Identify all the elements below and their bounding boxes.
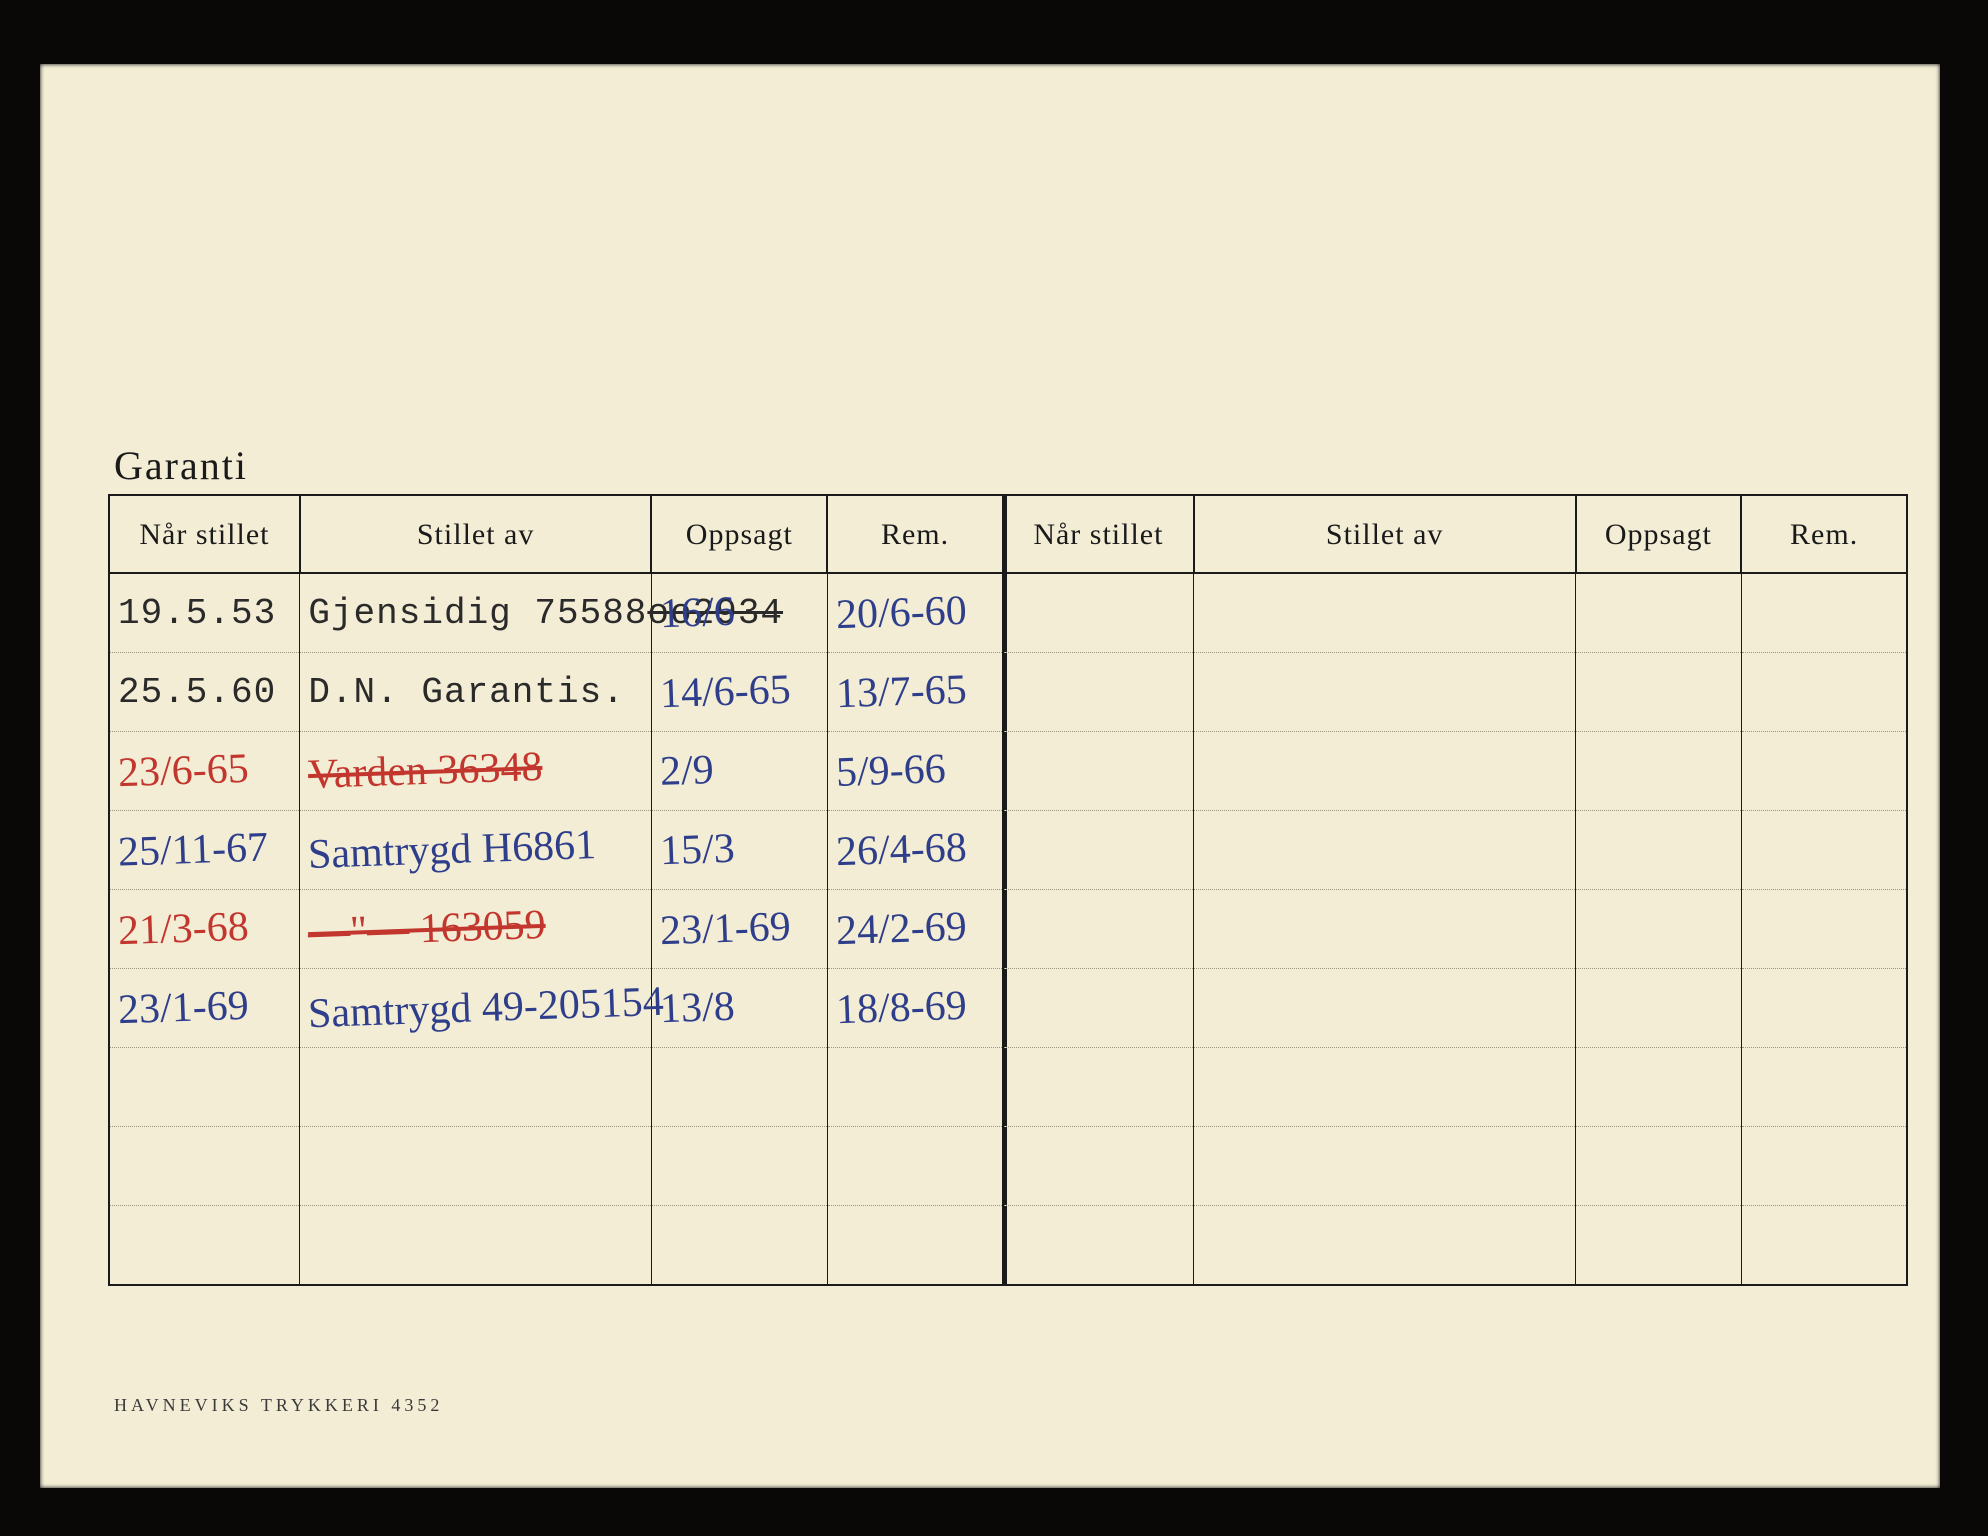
ledger-cell: 16/6 [651, 573, 827, 653]
ledger-body: 19.5.53Gjensidig 75588oo293416/620/6-602… [109, 573, 1907, 1285]
ledger-cell [1003, 890, 1194, 969]
ledger-cell [1003, 1206, 1194, 1286]
ledger-cell: 23/1-69 [109, 969, 300, 1048]
ledger-cell: 13/7-65 [827, 653, 1003, 732]
ledger-cell [300, 1127, 652, 1206]
ledger-cell [827, 1048, 1003, 1127]
ledger-cell [1194, 1206, 1576, 1286]
ledger-cell [1741, 1048, 1907, 1127]
ledger-cell [651, 1127, 827, 1206]
col-header-nar2: Når stillet [1003, 495, 1194, 573]
ledger-cell [1741, 1127, 1907, 1206]
ledger-cell: 5/9-66 [827, 732, 1003, 811]
ledger-cell: 19.5.53 [109, 573, 300, 653]
ledger-cell [1576, 1206, 1742, 1286]
table-row: 19.5.53Gjensidig 75588oo293416/620/6-60 [109, 573, 1907, 653]
ledger-cell: Varden 36348 [300, 732, 652, 811]
ledger-cell [827, 1127, 1003, 1206]
col-header-opp2: Oppsagt [1576, 495, 1742, 573]
ledger-cell: 21/3-68 [109, 890, 300, 969]
ledger-cell: 25.5.60 [109, 653, 300, 732]
ledger-cell: Samtrygd 49-205154 [300, 969, 652, 1048]
ledger-cell: Samtrygd H6861 [300, 811, 652, 890]
ledger-cell [300, 1048, 652, 1127]
ledger-cell: 20/6-60 [827, 573, 1003, 653]
ledger-cell [651, 1206, 827, 1286]
ledger-cell [1003, 653, 1194, 732]
ledger-cell [1576, 573, 1742, 653]
col-header-av2: Stillet av [1194, 495, 1576, 573]
ledger-cell: 24/2-69 [827, 890, 1003, 969]
table-row [109, 1127, 1907, 1206]
ledger-cell: 2/9 [651, 732, 827, 811]
col-header-rem2: Rem. [1741, 495, 1907, 573]
table-row [109, 1206, 1907, 1286]
ledger-cell [300, 1206, 652, 1286]
ledger-cell [1741, 653, 1907, 732]
ledger-cell [1194, 890, 1576, 969]
ledger-cell [1003, 811, 1194, 890]
ledger-cell [1194, 653, 1576, 732]
ledger-cell [109, 1127, 300, 1206]
ledger-cell: 23/1-69 [651, 890, 827, 969]
ledger-cell [1003, 1127, 1194, 1206]
table-row: 23/1-69Samtrygd 49-20515413/818/8-69 [109, 969, 1907, 1048]
ledger-cell [1194, 969, 1576, 1048]
ledger-card: Garanti Når stilletStillet avOppsagtRem.… [40, 64, 1940, 1488]
ledger-cell [1003, 573, 1194, 653]
ledger-cell [1576, 811, 1742, 890]
ledger-table-wrap: Når stilletStillet avOppsagtRem.Når stil… [108, 494, 1908, 1286]
ledger-cell [1576, 653, 1742, 732]
ledger-cell: 13/8 [651, 969, 827, 1048]
ledger-cell [1741, 1206, 1907, 1286]
ledger-cell [1194, 1127, 1576, 1206]
ledger-cell [651, 1048, 827, 1127]
ledger-table: Når stilletStillet avOppsagtRem.Når stil… [108, 494, 1908, 1286]
col-header-rem1: Rem. [827, 495, 1003, 573]
section-title: Garanti [114, 442, 248, 489]
ledger-cell [1194, 732, 1576, 811]
ledger-cell [1741, 573, 1907, 653]
ledger-cell: 26/4-68 [827, 811, 1003, 890]
col-header-nar1: Når stillet [109, 495, 300, 573]
table-row: 21/3-68—"— 16305923/1-6924/2-69 [109, 890, 1907, 969]
printer-footer: HAVNEVIKS TRYKKERI 4352 [114, 1395, 443, 1416]
ledger-cell: 25/11-67 [109, 811, 300, 890]
ledger-cell [1194, 1048, 1576, 1127]
ledger-cell [1741, 732, 1907, 811]
ledger-cell [827, 1206, 1003, 1286]
ledger-cell [1194, 811, 1576, 890]
ledger-cell [1003, 732, 1194, 811]
ledger-cell [1741, 969, 1907, 1048]
ledger-cell: 14/6-65 [651, 653, 827, 732]
ledger-cell [1741, 890, 1907, 969]
ledger-cell [109, 1048, 300, 1127]
ledger-cell: —"— 163059 [300, 890, 652, 969]
col-header-av1: Stillet av [300, 495, 652, 573]
table-row: 23/6-65Varden 363482/95/9-66 [109, 732, 1907, 811]
ledger-cell [1194, 573, 1576, 653]
ledger-cell [1576, 1127, 1742, 1206]
table-row [109, 1048, 1907, 1127]
ledger-cell [1576, 1048, 1742, 1127]
ledger-cell [1003, 1048, 1194, 1127]
table-row: 25/11-67Samtrygd H686115/326/4-68 [109, 811, 1907, 890]
ledger-cell [109, 1206, 300, 1286]
ledger-cell [1741, 811, 1907, 890]
table-row: 25.5.60D.N. Garantis.14/6-6513/7-65 [109, 653, 1907, 732]
ledger-cell [1576, 732, 1742, 811]
ledger-cell [1576, 890, 1742, 969]
ledger-cell [1003, 969, 1194, 1048]
col-header-opp1: Oppsagt [651, 495, 827, 573]
ledger-cell: 23/6-65 [109, 732, 300, 811]
ledger-cell: D.N. Garantis. [300, 653, 652, 732]
ledger-cell: 18/8-69 [827, 969, 1003, 1048]
ledger-cell: 15/3 [651, 811, 827, 890]
ledger-header-row: Når stilletStillet avOppsagtRem.Når stil… [109, 495, 1907, 573]
ledger-cell [1576, 969, 1742, 1048]
ledger-cell: Gjensidig 75588oo2934 [300, 573, 652, 653]
